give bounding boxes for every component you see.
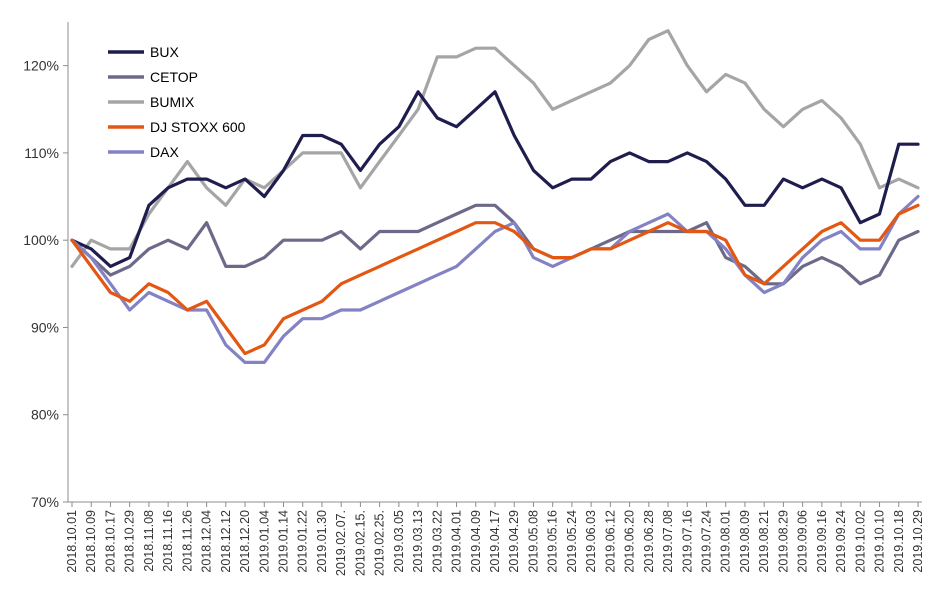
x-tick-label: 2019.01.30	[315, 510, 329, 573]
x-tick-label: 2019.10.18	[892, 510, 906, 573]
x-tick-label: 2019.06.03	[584, 510, 598, 573]
x-tick-label: 2018.11.26	[180, 510, 194, 572]
x-tick-label: 2019.08.01	[719, 510, 733, 573]
legend-label: DAX	[150, 144, 179, 160]
x-tick-label: 2019.06.28	[642, 510, 656, 573]
x-tick-label: 2019.02.25.	[373, 510, 387, 576]
x-tick-label: 2019.10.02	[853, 510, 867, 573]
x-tick-label: 2019.05.16	[546, 510, 560, 573]
x-tick-label: 2018.11.16	[161, 510, 175, 572]
x-tick-label: 2018.11.08	[142, 510, 156, 572]
legend-label: DJ STOXX 600	[150, 119, 246, 135]
x-tick-label: 2019.07.16	[680, 510, 694, 573]
y-tick-label: 100%	[23, 232, 59, 248]
x-tick-label: 2019.04.09	[469, 510, 483, 573]
x-tick-label: 2019.02.07.	[334, 510, 348, 576]
x-axis: 2018.10.01 2018.10.09 2018.10.17 2018.10.29…	[65, 501, 925, 576]
x-tick-label: 2019.08.21	[757, 510, 771, 573]
series-line-bux	[70, 90, 920, 268]
series-line-dax	[70, 194, 920, 364]
x-tick-label: 2019.04.17	[488, 510, 502, 573]
x-tick-label: 2019.01.04	[257, 510, 271, 573]
x-tick-label: 2019.01.22	[296, 510, 310, 573]
series-layer	[70, 29, 920, 364]
x-tick-label: 2019.04.29	[507, 510, 521, 573]
series-line-dj-stoxx-600	[70, 203, 920, 356]
legend: BUX CETOP BUMIX DJ STOXX 600 DAX	[108, 44, 246, 160]
x-tick-label: 2019.09.06	[796, 510, 810, 573]
x-tick-label: 2019.08.29	[776, 510, 790, 573]
x-tick-label: 2019.09.16	[815, 510, 829, 573]
x-tick-label: 2019.04.01	[450, 510, 464, 573]
x-tick-label: 2019.01.14	[277, 510, 291, 573]
y-tick-label: 70%	[31, 494, 59, 510]
y-axis: 70% 80% 90% 100% 110% 120%	[23, 22, 69, 510]
y-tick-label: 80%	[31, 407, 59, 423]
x-tick-label: 2019.03.05	[392, 510, 406, 573]
series-line-bumix	[70, 29, 920, 268]
y-tick-label: 90%	[31, 319, 59, 335]
y-tick-label: 110%	[24, 145, 59, 161]
series-line-cetop	[70, 203, 920, 286]
x-tick-label: 2019.08.09	[738, 510, 752, 573]
x-tick-label: 2019.05.08	[526, 510, 540, 573]
x-tick-label: 2018.12.04	[200, 510, 214, 573]
x-tick-label: 2019.02.15.	[353, 510, 367, 576]
x-tick-label: 2018.10.09	[84, 510, 98, 573]
x-tick-label: 2018.10.01	[65, 510, 79, 573]
x-tick-label: 2018.12.12	[219, 510, 233, 573]
legend-label: BUMIX	[150, 94, 195, 110]
x-tick-label: 2019.07.08	[661, 510, 675, 573]
x-tick-label: 2019.09.24	[834, 510, 848, 573]
legend-label: CETOP	[150, 69, 198, 85]
x-tick-label: 2019.03.22	[430, 510, 444, 573]
x-tick-label: 2019.10.29	[911, 510, 925, 573]
x-tick-label: 2019.03.13	[411, 510, 425, 573]
x-tick-label: 2019.06.20	[623, 510, 637, 573]
x-tick-label: 2018.10.29	[123, 510, 137, 573]
x-tick-label: 2019.05.24	[565, 510, 579, 573]
x-tick-label: 2018.10.17	[103, 510, 117, 573]
x-tick-label: 2019.07.24	[700, 510, 714, 573]
x-tick-label: 2018.12.20	[238, 510, 252, 573]
legend-label: BUX	[150, 44, 179, 60]
x-tick-label: 2019.06.12	[603, 510, 617, 573]
y-tick-label: 120%	[23, 58, 59, 74]
x-tick-label: 2019.10.10	[873, 510, 887, 573]
